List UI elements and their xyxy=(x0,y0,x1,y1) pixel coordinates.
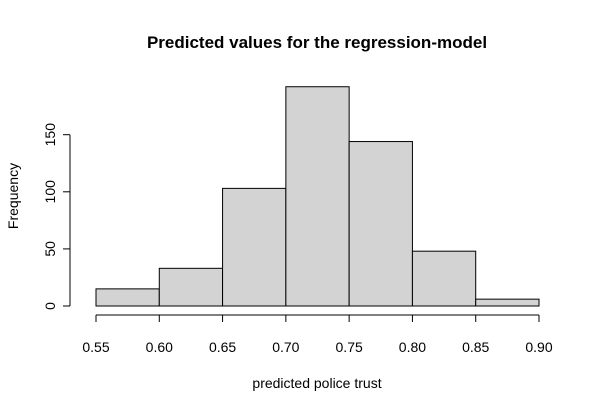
x-tick-label: 0.85 xyxy=(462,339,489,355)
histogram-bar xyxy=(349,142,412,306)
y-tick-label: 50 xyxy=(42,241,58,257)
x-tick-label: 0.60 xyxy=(146,339,173,355)
y-tick-label: 150 xyxy=(42,123,58,147)
histogram-bar xyxy=(159,268,222,306)
x-tick-label: 0.70 xyxy=(272,339,299,355)
x-tick-label: 0.80 xyxy=(399,339,426,355)
chart-title: Predicted values for the regression-mode… xyxy=(147,33,487,52)
x-axis: 0.55 0.60 0.65 0.70 0.75 0.80 0.85 0.90 xyxy=(82,315,552,355)
bars-group xyxy=(96,87,539,306)
y-tick-label: 100 xyxy=(42,180,58,204)
y-axis-label: Frequency xyxy=(5,163,21,229)
y-axis: 0 50 100 150 xyxy=(42,123,70,310)
histogram-bar xyxy=(223,188,286,306)
x-axis-label: predicted police trust xyxy=(252,375,381,391)
x-tick-label: 0.65 xyxy=(209,339,236,355)
histogram-bar xyxy=(96,289,159,306)
histogram-bar xyxy=(476,299,539,306)
y-tick-label: 0 xyxy=(42,302,58,310)
histogram-bar xyxy=(412,251,475,306)
x-tick-label: 0.75 xyxy=(336,339,363,355)
x-tick-label: 0.90 xyxy=(525,339,552,355)
x-tick-label: 0.55 xyxy=(82,339,109,355)
histogram-bar xyxy=(286,87,349,306)
